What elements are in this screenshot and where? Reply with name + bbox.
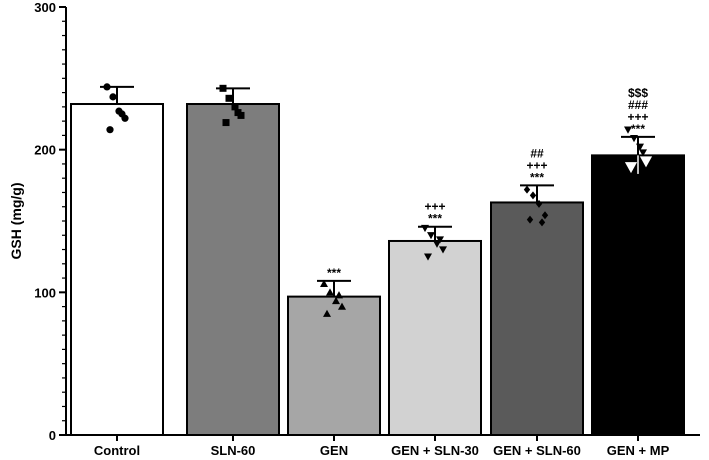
y-tick-label: 300 bbox=[34, 0, 56, 15]
data-point bbox=[624, 162, 638, 174]
x-tick-label: Control bbox=[94, 443, 140, 458]
data-point bbox=[332, 296, 340, 305]
data-point bbox=[109, 93, 117, 101]
data-point bbox=[636, 143, 644, 151]
data-point bbox=[323, 309, 331, 317]
data-point bbox=[335, 291, 343, 299]
significance-label: *** bbox=[428, 212, 442, 226]
data-point bbox=[439, 246, 447, 254]
bar bbox=[388, 239, 482, 436]
data-point bbox=[338, 302, 346, 310]
y-tick-label: 100 bbox=[34, 285, 56, 300]
x-tick-label: GEN + SLN-30 bbox=[391, 443, 479, 458]
significance-label: +++ bbox=[627, 110, 648, 124]
data-point bbox=[538, 218, 546, 227]
significance-label: *** bbox=[530, 170, 544, 184]
bar bbox=[490, 201, 584, 436]
x-tick-label: GEN + MP bbox=[607, 443, 670, 458]
data-point bbox=[639, 156, 653, 168]
significance-label: +++ bbox=[424, 200, 445, 214]
data-point bbox=[118, 110, 126, 118]
data-point bbox=[541, 211, 549, 220]
significance-label: *** bbox=[327, 266, 341, 280]
data-point bbox=[106, 126, 114, 134]
bar bbox=[70, 103, 164, 436]
data-point bbox=[103, 83, 111, 91]
data-point bbox=[219, 84, 227, 92]
data-point bbox=[433, 240, 441, 248]
data-point bbox=[523, 185, 531, 194]
data-point bbox=[222, 119, 230, 127]
data-point bbox=[427, 232, 435, 240]
data-point bbox=[624, 126, 632, 134]
x-tick-label: GEN bbox=[320, 443, 348, 458]
significance-label: ## bbox=[530, 146, 544, 160]
data-point bbox=[639, 149, 647, 157]
data-point bbox=[529, 191, 537, 200]
y-axis-title: GSH (mg/g) bbox=[8, 183, 24, 260]
bar bbox=[186, 103, 280, 436]
data-point bbox=[234, 109, 242, 117]
significance-label: +++ bbox=[526, 158, 547, 172]
y-tick-label: 200 bbox=[34, 143, 56, 158]
significance-label: $$$ bbox=[628, 86, 648, 100]
data-point bbox=[320, 279, 328, 287]
x-tick-label: GEN + SLN-60 bbox=[493, 443, 581, 458]
data-point bbox=[225, 94, 233, 102]
significance-label: ### bbox=[628, 98, 648, 112]
data-point bbox=[630, 135, 638, 143]
data-point bbox=[231, 103, 239, 111]
data-point bbox=[421, 224, 429, 233]
significance-label: *** bbox=[631, 122, 645, 136]
y-tick-label: 0 bbox=[49, 428, 56, 443]
data-point bbox=[526, 215, 534, 224]
bar bbox=[287, 295, 381, 437]
data-point bbox=[326, 288, 334, 296]
bar bbox=[591, 154, 685, 437]
data-point bbox=[535, 199, 543, 208]
data-point bbox=[436, 236, 444, 244]
data-point bbox=[424, 253, 432, 261]
x-tick-label: SLN-60 bbox=[211, 443, 256, 458]
